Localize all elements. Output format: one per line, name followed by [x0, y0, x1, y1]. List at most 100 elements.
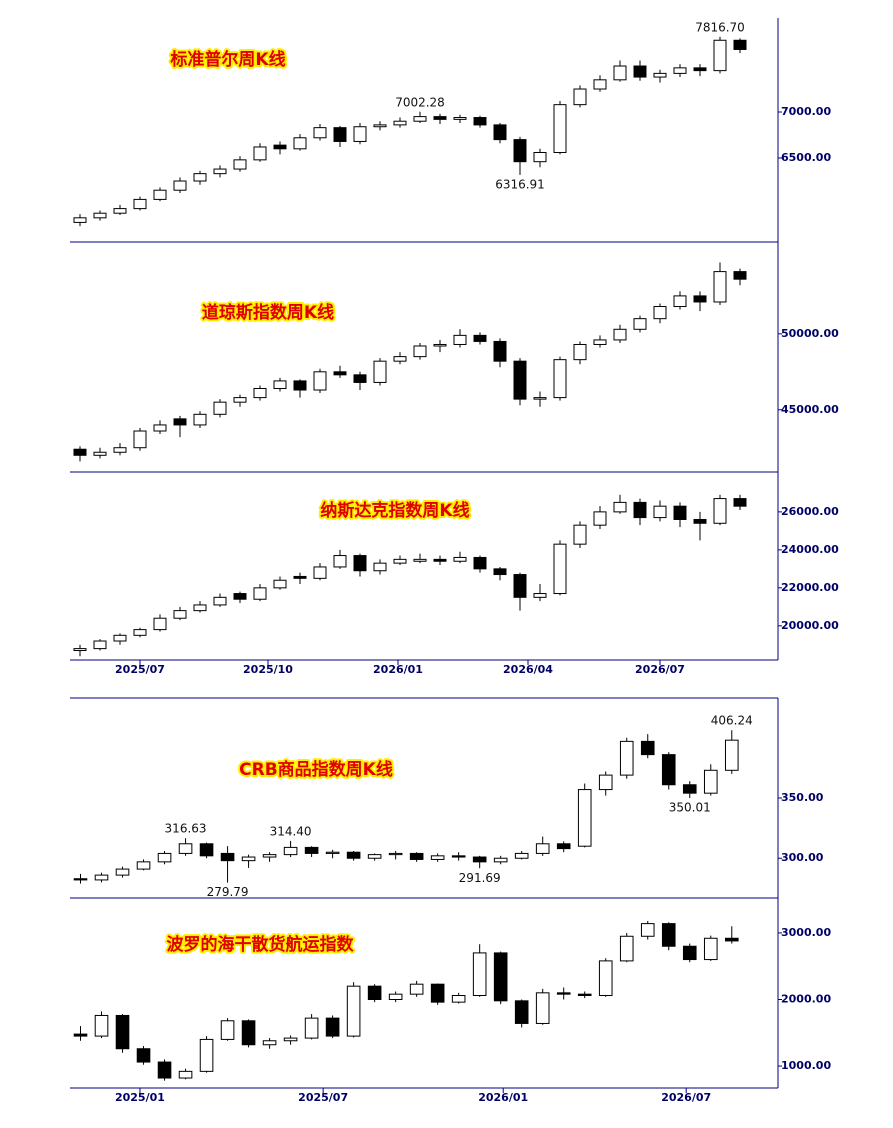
chart-title: CRB商品指数周K线	[239, 759, 393, 780]
candle-body	[73, 648, 87, 652]
candle-body	[409, 983, 424, 995]
candle-body	[313, 566, 327, 579]
candle-body	[353, 126, 367, 142]
y-tick-label: 26000.00	[781, 505, 839, 518]
candle-body	[513, 574, 527, 598]
candle-body	[703, 769, 718, 794]
candle-body	[472, 952, 487, 996]
candle-body	[535, 843, 550, 854]
candle-body	[262, 854, 277, 858]
candle-body	[533, 397, 547, 400]
candle-body	[262, 1040, 277, 1046]
candle-body	[283, 1037, 298, 1042]
y-tick-label: 7000.00	[781, 105, 831, 118]
candle-body	[213, 596, 227, 606]
chart-title: 波罗的海干散货航运指数	[167, 934, 355, 955]
candle-body	[388, 993, 403, 1000]
annotation: 406.24	[711, 714, 753, 728]
candle-body	[233, 159, 247, 170]
candle-body	[453, 334, 467, 345]
candle-body	[193, 413, 207, 426]
candle-body	[388, 852, 403, 856]
candle-body	[367, 985, 382, 1000]
y-tick-label: 1000.00	[781, 1059, 831, 1072]
candle-body	[433, 116, 447, 120]
candle-body	[153, 424, 167, 432]
candle-body	[633, 501, 647, 519]
candle-body	[313, 127, 327, 139]
candle-body	[598, 960, 613, 996]
candle-body	[333, 555, 347, 568]
candle-body	[193, 604, 207, 612]
y-tick-label: 350.00	[781, 791, 824, 804]
candle-body	[233, 593, 247, 600]
candle-body	[633, 318, 647, 330]
candle-body	[673, 505, 687, 520]
x-tick-label: 2026/07	[661, 1091, 711, 1104]
chart-title: 道琼斯指数周K线	[202, 302, 334, 323]
candle-body	[313, 371, 327, 391]
y-tick-label: 2000.00	[781, 992, 831, 1005]
candle-body	[273, 144, 287, 150]
candle-body	[113, 634, 127, 642]
candle-body	[430, 983, 445, 1003]
candle-body	[451, 994, 466, 1003]
candle-body	[325, 851, 340, 854]
candle-body	[293, 575, 307, 579]
candle-body	[713, 271, 727, 303]
candle-body	[133, 198, 147, 210]
candle-body	[283, 846, 298, 856]
candle-body	[73, 1033, 88, 1037]
candle-body	[253, 146, 267, 161]
candle-body	[273, 380, 287, 390]
x-tick-label: 2026/01	[478, 1091, 528, 1104]
candle-body	[673, 67, 687, 74]
candle-body	[733, 498, 747, 507]
annotation: 7002.28	[395, 95, 445, 109]
annotation: 314.40	[270, 824, 312, 838]
candle-body	[115, 868, 130, 876]
candle-body	[493, 952, 508, 1002]
x-tick-label: 2026/07	[635, 663, 685, 676]
candle-body	[598, 774, 613, 791]
candle-body	[393, 120, 407, 126]
x-tick-label: 2025/10	[243, 663, 293, 676]
candle-body	[553, 104, 567, 153]
annotation: 350.01	[669, 800, 711, 814]
annotation: 279.79	[207, 885, 249, 899]
candle-body	[220, 1020, 235, 1040]
candle-body	[693, 295, 707, 303]
candle-body	[693, 67, 707, 72]
candle-body	[325, 1017, 340, 1037]
candle-body	[199, 843, 214, 857]
candle-body	[733, 39, 747, 50]
y-tick-label: 45000.00	[781, 403, 839, 416]
candle-body	[533, 151, 547, 163]
candle-body	[577, 789, 592, 847]
candle-body	[133, 629, 147, 636]
candle-body	[640, 740, 655, 756]
annotation: 6316.91	[495, 177, 545, 191]
candle-body	[661, 923, 676, 947]
candle-body	[577, 993, 592, 996]
chart-title: 纳斯达克指数周K线	[320, 500, 469, 521]
candle-body	[213, 168, 227, 175]
candle-body	[353, 555, 367, 572]
candle-body	[682, 945, 697, 961]
candle-body	[553, 359, 567, 399]
candle-body	[213, 401, 227, 415]
x-tick-label: 2025/01	[115, 1091, 165, 1104]
candle-body	[703, 937, 718, 961]
candle-body	[573, 524, 587, 545]
candle-body	[393, 356, 407, 362]
candle-body	[94, 1014, 109, 1037]
candle-body	[153, 617, 167, 631]
candle-body	[693, 518, 707, 524]
candle-body	[157, 1061, 172, 1079]
x-tick-label: 2026/01	[373, 663, 423, 676]
candle-body	[253, 388, 267, 399]
candle-body	[413, 345, 427, 358]
candle-body	[533, 593, 547, 598]
